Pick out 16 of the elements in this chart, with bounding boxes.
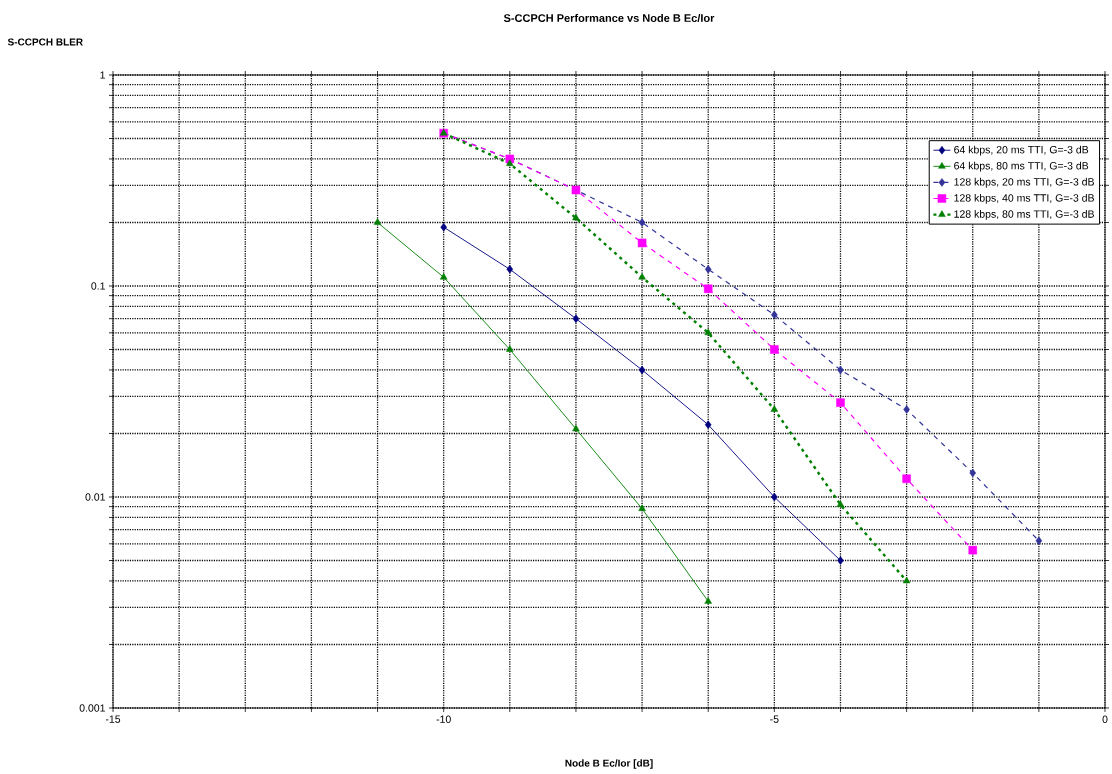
legend-label: 64 kbps, 80 ms TTI, G=-3 dB <box>954 161 1089 172</box>
legend-label: 64 kbps, 20 ms TTI, G=-3 dB <box>954 145 1089 156</box>
legend-label: 128 kbps, 40 ms TTI, G=-3 dB <box>954 193 1094 204</box>
y-tick-label: 0.01 <box>85 493 105 501</box>
legend-label: 128 kbps, 80 ms TTI, G=-3 dB <box>954 210 1094 220</box>
x-axis-title: Node B Ec/Ior [dB] <box>565 759 653 769</box>
y-tick-label: 0.001 <box>79 704 105 712</box>
y-tick-label: 1 <box>100 71 105 79</box>
chart-title: S-CCPCH Performance vs Node B Ec/Ior <box>503 13 715 23</box>
x-tick-label: 0 <box>1102 715 1108 723</box>
y-axis-title: S-CCPCH BLER <box>7 38 83 46</box>
y-tick-label: 0.1 <box>91 282 105 290</box>
legend-label: 128 kbps, 20 ms TTI, G=-3 dB <box>954 177 1094 188</box>
x-tick-label: -15 <box>105 715 121 723</box>
x-tick-label: -5 <box>770 715 779 723</box>
x-tick-label: -10 <box>436 715 451 723</box>
